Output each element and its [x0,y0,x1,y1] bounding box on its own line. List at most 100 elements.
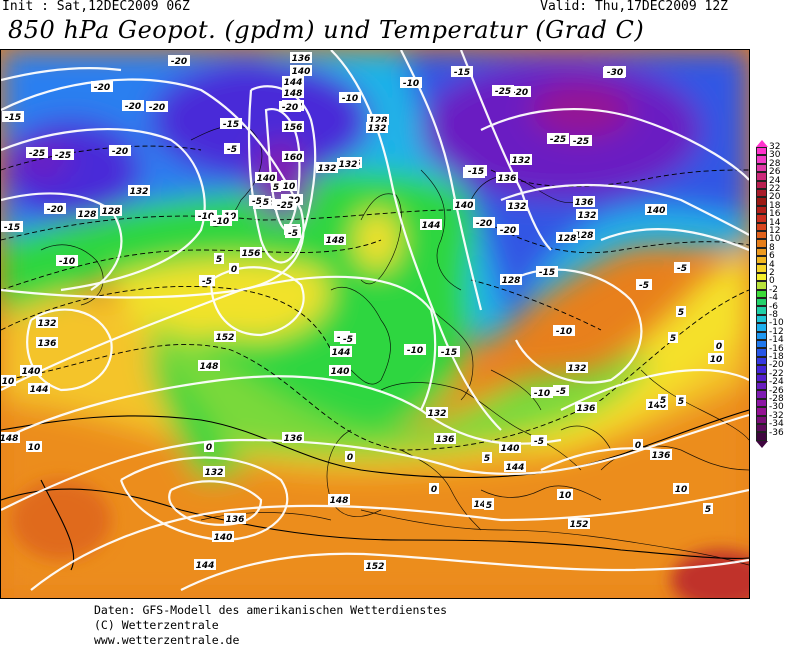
geopotential-label: 132 [508,202,527,212]
temperature-label: -5 [556,387,566,397]
temperature-label: -15 [4,223,20,233]
scale-label: -16 [769,343,784,354]
geopotential-label-bg [426,407,448,418]
temperature-label-bg [168,55,190,66]
temperature-label: 5 [484,454,490,464]
geopotential-label-bg [453,199,475,210]
geopotential-label-bg [214,331,236,342]
geopotential-label: 152 [570,520,589,530]
temperature-label-bg [404,344,426,355]
temperature-label: -10 [198,212,214,222]
temperature-label-bg [229,263,239,274]
temperature-label-bg [2,111,24,122]
temperature-label-bg [636,279,652,290]
scale-label: 16 [769,209,781,220]
temperature-label: -25 [550,135,566,145]
temperature-label: 5 [660,396,666,406]
geopotential-label: 144 [506,463,525,473]
temperature-label: -5 [677,264,687,274]
temperature-label: 0 [206,443,212,453]
scale-swatch [756,356,767,366]
temperature-label-bg [52,149,74,160]
geopotential-label-bg [282,121,304,132]
scale-swatch [756,256,767,265]
scale-label: -6 [769,301,778,312]
geopotential-label: 132 [568,364,587,374]
temperature-label-bg [492,85,514,96]
geopotential-label: 132 [205,468,224,478]
credits-copyright: (C) Wetterzentrale [94,618,219,632]
geopotential-label: 160 [284,153,303,163]
scale-swatch [756,172,767,181]
temperature-label-bg [536,266,558,277]
temperature-label-bg [204,441,214,452]
scale-label: 20 [769,192,781,203]
scale-swatch [756,197,767,206]
temperature-label-bg [261,196,271,207]
geopotential-label: 148 [284,89,303,99]
temperature-label-bg [465,165,487,176]
geopotential-label-bg [500,274,522,285]
temperature-label-bg [482,452,492,463]
temperature-label-bg [703,503,713,514]
temperature-label: -5 [343,335,353,345]
geopotential-label: 148 [1,434,18,444]
scale-label: -2 [769,284,778,295]
temperature-label-bg [26,147,48,158]
temperature-label-bg [285,227,301,238]
temperature-label-bg [214,253,224,264]
geopotential-label: 156 [284,123,303,133]
scale-swatch [756,239,767,248]
temperature-label: -5 [534,437,544,447]
scale-swatch [756,163,767,173]
scale-label: 30 [769,150,781,161]
scale-label: -36 [769,427,784,438]
geopotential-label-bg [506,200,528,211]
temperature-label-bg [429,483,439,494]
temperature-label: -15 [5,113,21,123]
geopotential-label: 140 [647,206,666,216]
geopotential-label-bg [203,466,225,477]
geopotential-label-bg [1,432,20,443]
temperature-label-bg [249,195,265,206]
geopotential-label: 152 [366,562,385,572]
geopotential-label: 140 [648,401,667,411]
temperature-label: 5 [486,501,492,511]
geopotential-label: 144 [196,561,215,571]
temperature-label: -25 [29,149,45,159]
scale-label: -12 [769,326,784,337]
scale-swatch [756,155,767,164]
geopotential-labels: 1361401441481521561601281321361281321361… [1,52,672,572]
temperature-label-bg [676,395,686,406]
init-time: Init : Sat,12DEC2009 06Z [2,0,190,14]
temperature-label-bg [570,135,592,146]
geopotential-label: 140 [455,201,474,211]
geopotential-label-bg [128,185,150,196]
temperature-label-bg [668,332,678,343]
temperature-label: 5 [216,255,222,265]
scale-label: -4 [769,293,778,304]
geopotential-label: 136 [292,54,311,64]
temperature-label: -20 [476,219,492,229]
temperature-label-bg [340,333,356,344]
isoline-five [40,479,75,571]
temperature-label-bg [195,210,217,221]
temperature-label-bg [438,346,460,357]
geopotential-label-bg [573,229,595,240]
geopotential-label-bg [645,204,667,215]
credits-source: Daten: GFS-Modell des amerikanischen Wet… [94,603,448,617]
geopotential-label-bg [566,362,588,373]
temperature-label: 5 [670,334,676,344]
scale-label: 28 [769,158,781,169]
temperature-label: -20 [94,83,110,93]
scale-swatch [756,331,767,340]
temperature-label-bg [531,387,553,398]
scale-label: -14 [769,335,784,346]
temperature-label-bg [1,221,23,232]
temperature-label: 0 [347,453,353,463]
temperature-label: -25 [495,87,511,97]
geopotential-label: 136 [284,434,303,444]
geopotential-label-bg [573,196,595,207]
scale-label: 22 [769,184,781,194]
geopotential-label: 128 [575,231,594,241]
